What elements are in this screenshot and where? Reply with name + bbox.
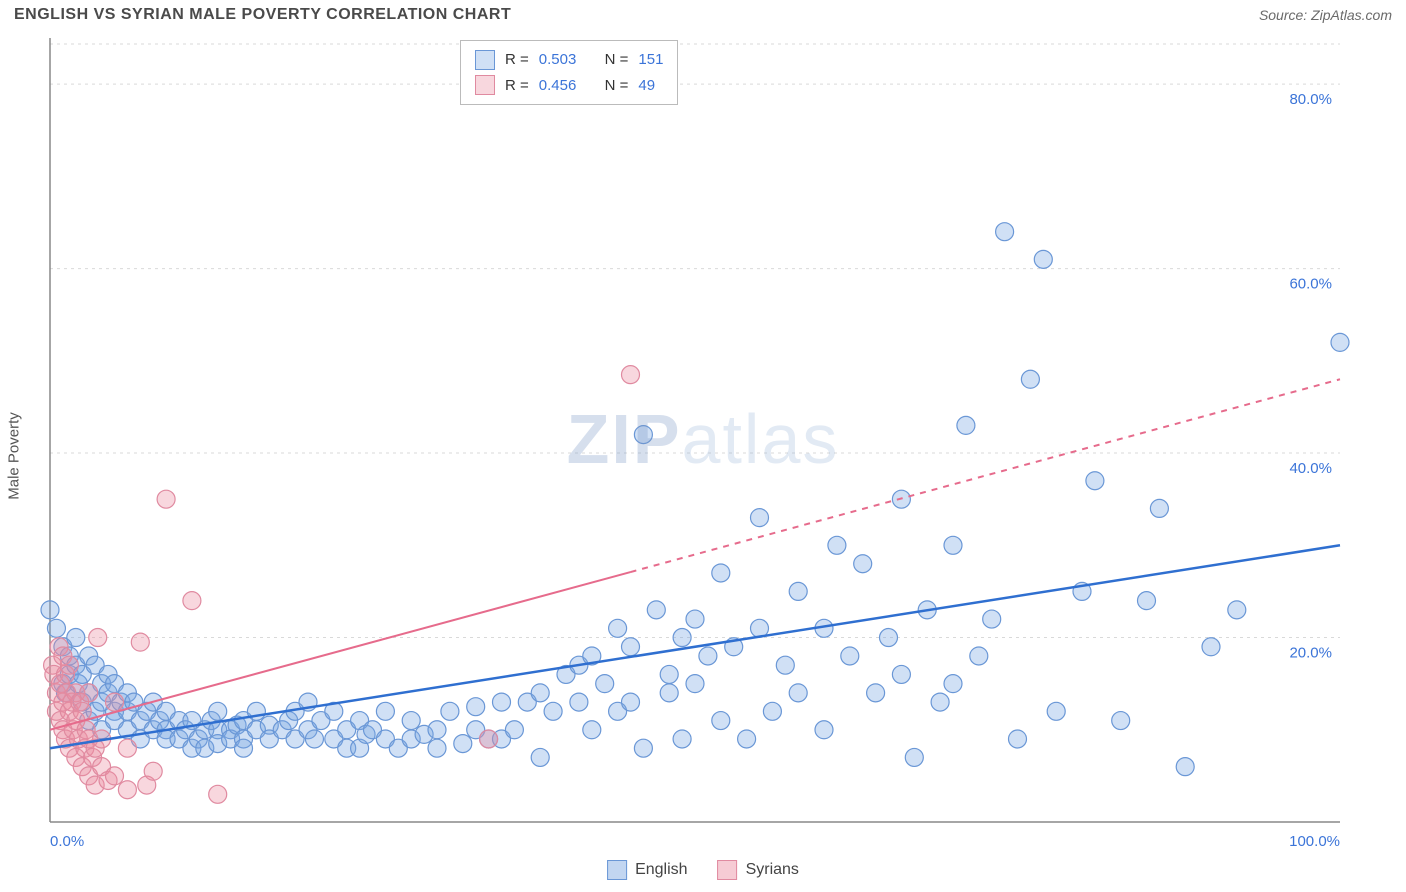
chart-header: ENGLISH VS SYRIAN MALE POVERTY CORRELATI…: [0, 0, 1406, 28]
legend-swatch: [718, 860, 738, 880]
legend-r-label: R =: [505, 73, 529, 99]
legend-n-label: N =: [605, 73, 629, 99]
stats-legend-row: R = 0.456 N = 49: [475, 73, 663, 99]
svg-text:80.0%: 80.0%: [1289, 91, 1332, 108]
series-legend: English Syrians: [607, 860, 799, 880]
legend-r-value: 0.503: [539, 47, 577, 73]
source-label: Source:: [1259, 7, 1307, 23]
source-attribution: Source: ZipAtlas.com: [1259, 7, 1392, 23]
legend-swatch: [475, 75, 495, 95]
series-legend-label: English: [635, 861, 687, 879]
legend-swatch: [607, 860, 627, 880]
legend-r-label: R =: [505, 47, 529, 73]
svg-text:60.0%: 60.0%: [1289, 276, 1332, 293]
stats-legend: R = 0.503 N = 151 R = 0.456 N = 49: [460, 40, 678, 105]
svg-text:20.0%: 20.0%: [1289, 645, 1332, 662]
legend-n-value: 151: [638, 47, 663, 73]
legend-swatch: [475, 50, 495, 70]
scatter-chart: 20.0% 40.0% 60.0% 80.0% 0.0% 100.0%: [0, 28, 1406, 884]
source-name: ZipAtlas.com: [1311, 7, 1392, 23]
chart-container: Male Poverty ZIPatlas 20.0%40.0%60.0%80.…: [0, 28, 1406, 884]
series-legend-item: Syrians: [718, 860, 799, 880]
svg-text:0.0%: 0.0%: [50, 833, 84, 850]
legend-n-label: N =: [605, 47, 629, 73]
stats-legend-row: R = 0.503 N = 151: [475, 47, 663, 73]
svg-text:40.0%: 40.0%: [1289, 460, 1332, 477]
y-axis-title: Male Poverty: [6, 412, 23, 500]
svg-text:100.0%: 100.0%: [1289, 833, 1340, 850]
chart-title: ENGLISH VS SYRIAN MALE POVERTY CORRELATI…: [14, 6, 511, 24]
series-legend-item: English: [607, 860, 687, 880]
legend-r-value: 0.456: [539, 73, 577, 99]
legend-n-value: 49: [638, 73, 655, 99]
series-legend-label: Syrians: [746, 861, 799, 879]
